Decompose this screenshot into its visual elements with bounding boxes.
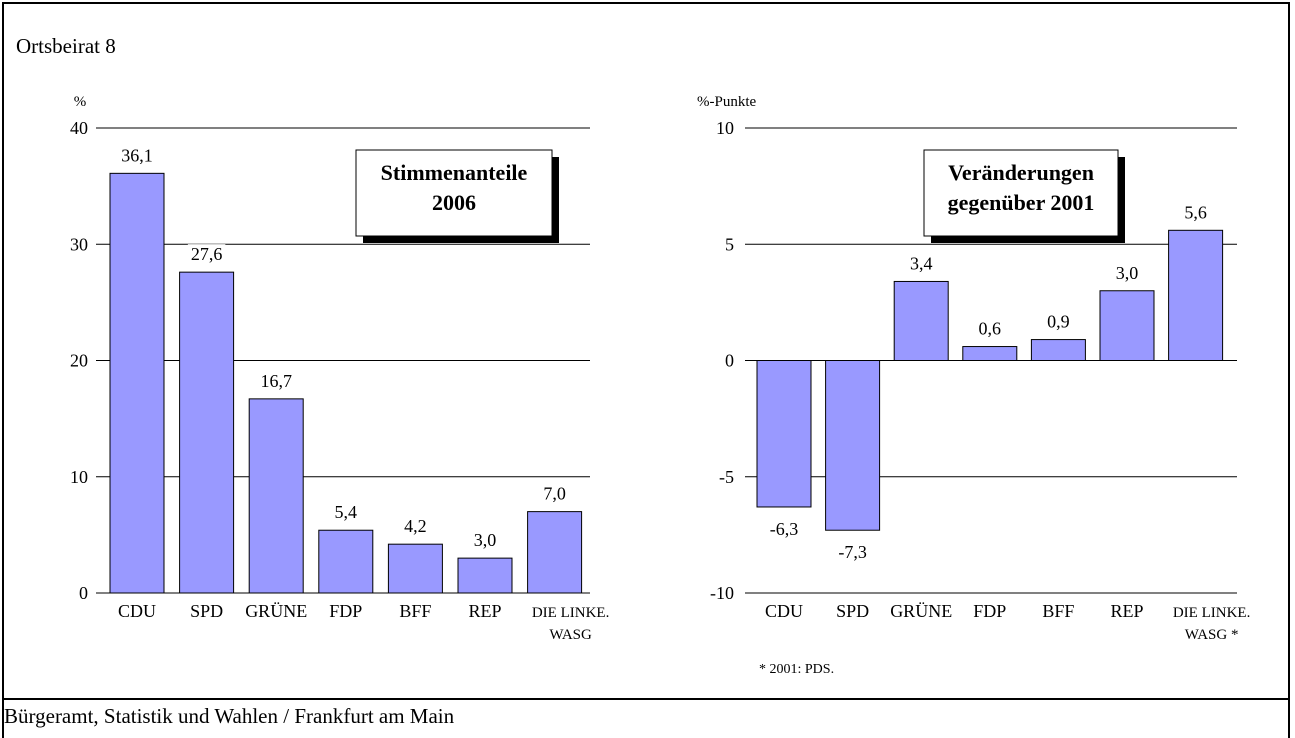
chart-vote-share: % 0 10 20 30 40 36,1 CDU 27,6 SPD 16,7 GRÜNE 5,4 FDP 4… bbox=[70, 94, 609, 643]
data-label-background bbox=[975, 318, 1005, 339]
x-tick-label: DIE LINKE. bbox=[1173, 605, 1250, 621]
x-tick-label: FDP bbox=[973, 601, 1006, 621]
chart-title-line: 2006 bbox=[432, 190, 476, 215]
data-label: -6,3 bbox=[770, 519, 799, 539]
chart-frame bbox=[2, 2, 1290, 700]
bar bbox=[109, 172, 165, 594]
y-tick-label: 10 bbox=[716, 118, 734, 138]
bar bbox=[457, 557, 513, 594]
x-tick-label: REP bbox=[1110, 601, 1143, 621]
x-tick-label: GRÜNE bbox=[890, 601, 952, 621]
bar bbox=[527, 511, 583, 594]
data-label-background bbox=[470, 530, 500, 551]
data-label: 5,6 bbox=[1184, 202, 1207, 222]
bar bbox=[825, 360, 881, 531]
charts-canvas: % 0 10 20 30 40 36,1 CDU 27,6 SPD 16,7 GRÜNE 5,4 FDP 4… bbox=[70, 94, 1250, 677]
x-tick-label: REP bbox=[468, 601, 501, 621]
data-label-background bbox=[401, 516, 430, 537]
y-tick-label: -10 bbox=[710, 583, 734, 603]
y-tick-label: 40 bbox=[70, 118, 88, 138]
data-label-background bbox=[1112, 262, 1142, 283]
x-tick-label: BFF bbox=[399, 601, 431, 621]
y-tick-label: 30 bbox=[70, 234, 88, 254]
x-tick-label: DIE LINKE. bbox=[532, 605, 609, 621]
x-tick-label: CDU bbox=[765, 601, 803, 621]
bar bbox=[248, 398, 304, 594]
x-tick-label: CDU bbox=[118, 601, 156, 621]
data-label-background bbox=[540, 483, 569, 504]
y-tick-label: 5 bbox=[725, 234, 734, 254]
data-label-background bbox=[1181, 202, 1210, 223]
title-box bbox=[355, 149, 553, 237]
bar bbox=[318, 529, 374, 594]
footnote: * 2001: PDS. bbox=[759, 662, 834, 677]
bar bbox=[1099, 290, 1155, 361]
page-title: Ortsbeirat 8 bbox=[16, 34, 116, 58]
y-tick-label: 10 bbox=[70, 467, 88, 487]
title-box bbox=[923, 149, 1119, 237]
bar bbox=[387, 543, 443, 594]
chart-change-2001: %-Punkte -10 -5 0 5 10 -6,3 CDU -7,3 SPD 3,4 GRÜNE 0… bbox=[697, 94, 1250, 677]
data-label: 27,6 bbox=[191, 244, 223, 264]
data-label-background bbox=[1044, 311, 1073, 332]
footer-box bbox=[2, 698, 1290, 738]
bar bbox=[962, 346, 1018, 361]
data-label: 0,9 bbox=[1047, 312, 1070, 332]
bar bbox=[756, 360, 812, 508]
data-label: 36,1 bbox=[121, 145, 153, 165]
data-label-background bbox=[766, 518, 802, 539]
source-note: Bürgeramt, Statistik und Wahlen / Frankf… bbox=[4, 704, 455, 728]
data-label: 5,4 bbox=[335, 502, 358, 522]
x-tick-label: FDP bbox=[329, 601, 362, 621]
chart-title-line: Stimmenanteile bbox=[381, 160, 528, 185]
y-tick-label: 20 bbox=[70, 351, 88, 371]
data-label-background bbox=[835, 542, 870, 563]
x-tick-label: SPD bbox=[190, 601, 223, 621]
y-tick-label: -5 bbox=[719, 467, 734, 487]
y-tick-label: 0 bbox=[79, 583, 88, 603]
x-tick-label: WASG * bbox=[1185, 627, 1239, 643]
bar bbox=[1030, 339, 1086, 362]
bar bbox=[1168, 229, 1224, 361]
data-label-background bbox=[118, 145, 156, 166]
chart-title-line: gegenüber 2001 bbox=[948, 190, 1095, 215]
data-label: 3,0 bbox=[1116, 263, 1139, 283]
data-label-background bbox=[257, 370, 295, 391]
y-axis-unit-label: % bbox=[74, 94, 87, 110]
data-label-background bbox=[187, 244, 226, 265]
bar bbox=[179, 271, 235, 594]
data-label: 7,0 bbox=[543, 484, 566, 504]
chart-title-line: Veränderungen bbox=[948, 160, 1094, 185]
data-label-background bbox=[906, 253, 936, 274]
y-axis-unit-label: %-Punkte bbox=[697, 94, 757, 110]
data-label-background bbox=[331, 502, 361, 523]
data-label: 16,7 bbox=[260, 371, 292, 391]
data-label: 3,0 bbox=[474, 530, 497, 550]
data-label: 4,2 bbox=[404, 516, 427, 536]
x-tick-label: GRÜNE bbox=[245, 601, 307, 621]
x-tick-label: BFF bbox=[1042, 601, 1074, 621]
x-tick-label: SPD bbox=[836, 601, 869, 621]
data-label: 0,6 bbox=[979, 319, 1002, 339]
y-tick-label: 0 bbox=[725, 351, 734, 371]
x-tick-label: WASG bbox=[549, 627, 592, 643]
data-label: 3,4 bbox=[910, 253, 933, 273]
bar bbox=[893, 280, 949, 362]
data-label: -7,3 bbox=[838, 542, 867, 562]
